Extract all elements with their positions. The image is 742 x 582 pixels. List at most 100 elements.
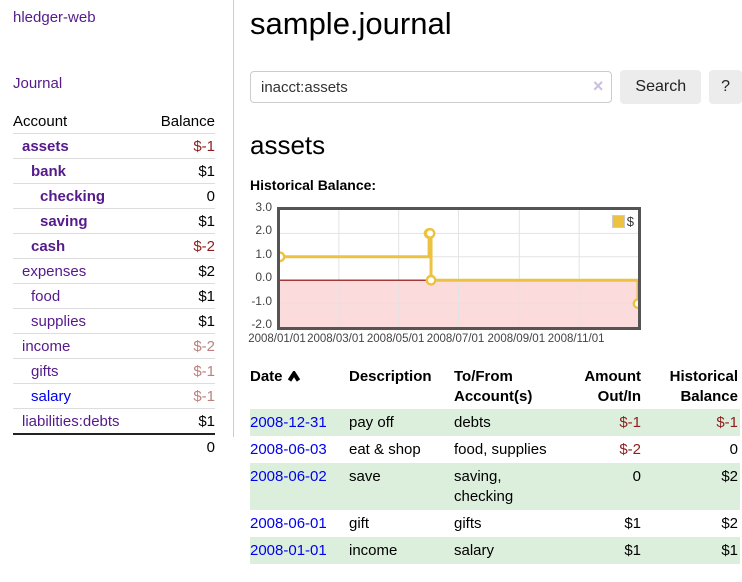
account-balance: $2 bbox=[146, 258, 215, 284]
transaction-date-link[interactable]: 2008-01-01 bbox=[250, 542, 327, 559]
transaction-balance: $2 bbox=[645, 463, 740, 510]
main-content: sample.journal × Search ? assets Histori… bbox=[248, 0, 742, 564]
account-balance: $1 bbox=[146, 308, 215, 334]
register-col-date[interactable]: Date bbox=[250, 365, 345, 409]
account-link[interactable]: checking bbox=[40, 188, 106, 205]
transaction-balance: 0 bbox=[729, 441, 738, 458]
x-axis-tick-label: 2008/07/01 bbox=[426, 333, 485, 345]
account-link[interactable]: cash bbox=[31, 238, 66, 255]
transaction-date-link[interactable]: 2008-12-31 bbox=[250, 414, 327, 431]
transaction-accounts: debts bbox=[450, 409, 555, 436]
account-row: cash $-2 bbox=[13, 233, 215, 259]
account-link[interactable]: saving bbox=[40, 213, 88, 230]
historical-balance-chart: 3.0 2.0 1.0 0.0 -1.0 -2.0 $2008/01/01 2008/03/0… bbox=[248, 200, 742, 349]
app-title-link[interactable]: hledger-web bbox=[13, 9, 96, 26]
x-axis-tick-label: 2008/09/01 bbox=[487, 333, 546, 345]
chart-plot-area: $ bbox=[277, 207, 641, 330]
transaction-description: save bbox=[345, 463, 450, 510]
account-row: expenses $2 bbox=[13, 258, 215, 284]
x-axis-tick-label: 2008/11/01 bbox=[547, 333, 605, 345]
accounts-total-balance: 0 bbox=[146, 433, 215, 459]
account-row: saving $1 bbox=[13, 208, 215, 234]
account-row: bank $1 bbox=[13, 158, 215, 184]
chart-title: Historical Balance: bbox=[250, 177, 377, 193]
account-link[interactable]: food bbox=[31, 288, 61, 305]
page-title: sample.journal bbox=[250, 6, 452, 41]
transaction-date-link[interactable]: 2008-06-02 bbox=[250, 468, 327, 485]
account-link[interactable]: supplies bbox=[31, 313, 87, 330]
account-link[interactable]: salary bbox=[31, 388, 72, 405]
account-link[interactable]: assets bbox=[22, 138, 69, 155]
transaction-row: 2008-12-31 pay off debts $-1 $-1 bbox=[250, 409, 740, 436]
account-row: assets $-1 bbox=[13, 133, 215, 159]
transaction-description: income bbox=[345, 537, 450, 564]
transaction-accounts: food, supplies bbox=[454, 441, 547, 458]
clear-search-icon[interactable]: × bbox=[592, 76, 604, 96]
y-axis-tick-label: -2.0 bbox=[251, 317, 272, 331]
transaction-amount: $-2 bbox=[619, 441, 641, 458]
account-balance: $-1 bbox=[146, 133, 215, 159]
sort-ascending-icon bbox=[287, 369, 300, 382]
account-balance: $-1 bbox=[146, 383, 215, 409]
transaction-date-link[interactable]: 2008-06-01 bbox=[250, 515, 327, 532]
account-link[interactable]: gifts bbox=[31, 363, 59, 380]
y-axis-tick-label: 2.0 bbox=[255, 223, 272, 238]
transaction-description: pay off bbox=[345, 409, 450, 436]
transaction-accounts: gifts bbox=[454, 515, 482, 532]
register-header-row: Date Description To/From Account(s) Amou… bbox=[250, 365, 740, 409]
help-button[interactable]: ? bbox=[709, 70, 742, 104]
y-axis-tick-label: -1.0 bbox=[251, 293, 272, 308]
account-link[interactable]: bank bbox=[31, 163, 67, 180]
account-row: checking 0 bbox=[13, 183, 215, 209]
account-row: supplies $1 bbox=[13, 308, 215, 334]
transaction-description: eat & shop bbox=[349, 441, 421, 458]
y-axis-tick-label: 0.0 bbox=[255, 270, 272, 285]
y-axis-tick-label: 3.0 bbox=[255, 200, 272, 214]
transaction-balance: $1 bbox=[645, 537, 740, 564]
account-balance: $-2 bbox=[146, 333, 215, 359]
transaction-balance: $-1 bbox=[645, 409, 740, 436]
account-balance: $-2 bbox=[146, 233, 215, 259]
accounts-col-balance: Balance bbox=[146, 109, 215, 134]
account-balance: $1 bbox=[146, 283, 215, 309]
transaction-row: 2008-06-02 save saving, checking 0 $2 bbox=[250, 463, 740, 510]
transaction-date-link[interactable]: 2008-06-03 bbox=[250, 441, 327, 458]
account-balance: 0 bbox=[146, 183, 215, 209]
x-axis-tick-label: 2008/05/01 bbox=[366, 333, 425, 345]
register-col-balance: Historical Balance bbox=[669, 368, 738, 405]
transaction-amount: $1 bbox=[555, 537, 645, 564]
transaction-row: 2008-06-03 eat & shop food, supplies $-2 0 bbox=[250, 436, 740, 463]
transaction-amount: 0 bbox=[555, 463, 645, 510]
search-input[interactable] bbox=[250, 71, 613, 103]
sidebar-item-journal[interactable]: Journal bbox=[13, 75, 63, 92]
account-link[interactable]: expenses bbox=[22, 263, 87, 280]
account-row: food $1 bbox=[13, 283, 215, 309]
search-bar: × Search ? bbox=[250, 70, 742, 104]
y-axis-tick-label: 1.0 bbox=[255, 246, 272, 261]
account-row: gifts $-1 bbox=[13, 358, 215, 384]
account-link[interactable]: liabilities:debts bbox=[22, 413, 120, 430]
transaction-balance: $2 bbox=[721, 515, 738, 532]
x-axis-tick-label: 2008/01/01 bbox=[248, 333, 306, 345]
legend-label: $ bbox=[626, 214, 634, 229]
chart-legend: $ bbox=[611, 214, 634, 229]
account-balance: $1 bbox=[146, 208, 215, 234]
transaction-amount: $1 bbox=[624, 515, 641, 532]
transaction-accounts: saving, checking bbox=[450, 463, 555, 510]
transaction-row: 2008-06-01 gift gifts $1 $2 bbox=[250, 510, 740, 537]
legend-swatch-icon bbox=[611, 215, 625, 228]
register-col-description: Description bbox=[349, 368, 432, 385]
search-button[interactable]: Search bbox=[620, 70, 702, 104]
account-row: liabilities:debts $1 bbox=[13, 408, 215, 435]
account-balance: $1 bbox=[146, 158, 215, 184]
accounts-header-row: Account Balance bbox=[13, 109, 215, 134]
register-col-amount: Amount Out/In bbox=[584, 368, 641, 405]
accounts-total-row: 0 bbox=[13, 433, 215, 459]
transaction-description: gift bbox=[349, 515, 370, 532]
account-row: salary $-1 bbox=[13, 383, 215, 409]
account-link[interactable]: income bbox=[22, 338, 71, 355]
account-balance: $-1 bbox=[146, 358, 215, 384]
sidebar: hledger-web Journal Account Balance asse… bbox=[0, 0, 234, 459]
x-axis-tick-label: 2008/03/01 bbox=[307, 333, 365, 345]
